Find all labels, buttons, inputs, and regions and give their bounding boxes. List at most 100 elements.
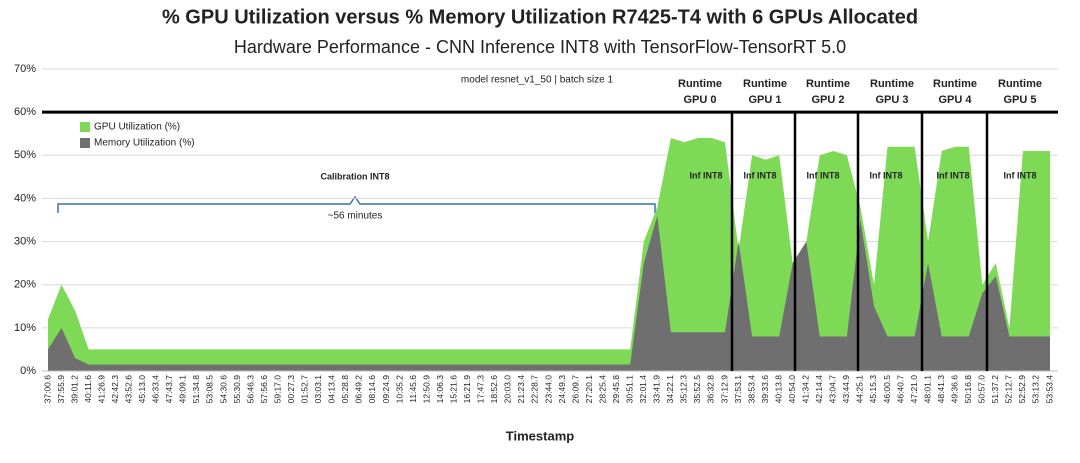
runtime-label: Runtime	[870, 78, 914, 90]
x-tick-label: 01:52.7	[300, 375, 310, 404]
runtime-label: Runtime	[998, 78, 1042, 90]
runtime-label: GPU 1	[748, 94, 781, 106]
inference-label: Inf INT8	[1004, 170, 1037, 180]
x-tick-label: 26:09.7	[570, 375, 580, 404]
x-tick-label: 24:49.3	[557, 375, 567, 404]
x-tick-label: 32:01.4	[638, 375, 648, 404]
x-tick-label: 11:45.6	[408, 375, 418, 403]
x-tick-label: 35:12.3	[679, 375, 689, 404]
x-tick-label: 42:14.4	[814, 375, 824, 404]
legend-swatch	[80, 138, 90, 148]
runtime-label: GPU 2	[811, 94, 844, 106]
x-tick-label: 10:35.2	[394, 375, 404, 404]
x-tick-label: 53:53.4	[1044, 375, 1054, 404]
x-tick-label: 39:33.6	[760, 375, 770, 404]
runtime-label: GPU 0	[683, 94, 716, 106]
x-tick-label: 45:13.0	[137, 375, 147, 404]
x-tick-label: 54:30.6	[218, 375, 228, 404]
y-tick-label: 0%	[20, 365, 36, 377]
runtime-label: GPU 5	[1003, 94, 1036, 106]
x-tick-label: 37:55.9	[56, 375, 66, 404]
x-tick-label: 36:32.8	[706, 375, 716, 404]
x-tick-label: 27:20.1	[584, 375, 594, 404]
x-tick-label: 12:50.9	[421, 375, 431, 404]
runtime-label: Runtime	[743, 78, 787, 90]
x-tick-label: 21:23.4	[516, 375, 526, 404]
chart-title: % GPU Utilization versus % Memory Utiliz…	[162, 6, 918, 28]
x-tick-label: 17:47.3	[476, 375, 486, 404]
x-tick-label: 23:44.0	[543, 375, 553, 404]
calibration-bracket	[57, 195, 656, 213]
x-tick-label: 20:03.0	[503, 375, 513, 404]
x-tick-label: 43:44.9	[841, 375, 851, 404]
x-tick-label: 37:00.6	[42, 375, 52, 404]
x-tick-label: 49:36.6	[949, 375, 959, 404]
x-tick-label: 18:52.6	[489, 375, 499, 404]
x-tick-label: 45:15.3	[868, 375, 878, 404]
x-tick-label: 09:24.9	[381, 375, 391, 404]
x-tick-label: 41:34.2	[801, 375, 811, 404]
x-tick-label: 50:57.0	[977, 375, 987, 404]
x-axis-label: Timestamp	[506, 428, 574, 443]
inference-label: Inf INT8	[870, 170, 903, 180]
model-note: model resnet_v1_50 | batch size 1	[461, 75, 614, 86]
x-tick-label: 49:09.1	[178, 375, 188, 404]
x-tick-label: 05:28.8	[340, 375, 350, 404]
x-tick-label: 35:52.5	[692, 375, 702, 404]
calibration-label: Calibration INT8	[320, 171, 389, 181]
x-tick-label: 46:40.7	[895, 375, 905, 404]
x-tick-label: 40:13.8	[773, 375, 783, 404]
runtime-label: Runtime	[806, 78, 850, 90]
y-tick-label: 70%	[14, 63, 36, 75]
chart-subtitle: Hardware Performance - CNN Inference INT…	[234, 37, 846, 57]
x-tick-label: 40:54.0	[787, 375, 797, 404]
legend-label: Memory Utilization (%)	[94, 138, 195, 149]
x-tick-label: 00:27.3	[286, 375, 296, 404]
x-tick-label: 53:08.5	[205, 375, 215, 404]
x-tick-label: 38:53.4	[746, 375, 756, 404]
legend-label: GPU Utilization (%)	[94, 122, 180, 133]
legend-swatch	[80, 122, 90, 132]
inference-label: Inf INT8	[807, 170, 840, 180]
x-tick-label: 15:21.6	[448, 375, 458, 404]
x-tick-label: 37:12.9	[719, 375, 729, 404]
x-tick-label: 33:41.9	[652, 375, 662, 404]
x-tick-label: 40:11.6	[83, 375, 93, 403]
x-tick-label: 44:25.1	[855, 375, 865, 404]
y-tick-label: 20%	[14, 279, 36, 291]
x-tick-label: 56:46.3	[245, 375, 255, 404]
x-tick-label: 48:01.1	[922, 375, 932, 404]
x-tick-label: 52:52.9	[1017, 375, 1027, 404]
x-tick-label: 14:06.3	[435, 375, 445, 404]
x-tick-label: 04:13.4	[327, 375, 337, 404]
x-tick-label: 03:03.1	[313, 375, 323, 404]
x-tick-label: 37:53.1	[733, 375, 743, 404]
x-tick-label: 51:37.2	[990, 375, 1000, 404]
y-tick-label: 50%	[14, 149, 36, 161]
x-tick-label: 53:13.2	[1031, 375, 1041, 404]
x-tick-label: 47:43.7	[164, 375, 174, 404]
inference-label: Inf INT8	[690, 170, 723, 180]
x-tick-label: 46:33.4	[151, 375, 161, 404]
x-tick-label: 48:41.3	[936, 375, 946, 404]
duration-label: ~56 minutes	[328, 211, 383, 222]
x-tick-label: 55:30.9	[232, 375, 242, 404]
x-tick-label: 16:21.9	[462, 375, 472, 404]
x-tick-label: 52:12.7	[1004, 375, 1014, 404]
x-tick-label: 08:14.6	[367, 375, 377, 404]
y-tick-label: 10%	[14, 322, 36, 334]
runtime-label: Runtime	[933, 78, 977, 90]
x-tick-label: 30:51.1	[624, 375, 634, 404]
area-series	[48, 215, 1050, 371]
x-tick-label: 29:45.8	[611, 375, 621, 404]
runtime-label: GPU 3	[875, 94, 908, 106]
x-tick-label: 39:01.2	[69, 375, 79, 404]
x-tick-label: 22:28.7	[530, 375, 540, 404]
y-tick-label: 40%	[14, 192, 36, 204]
x-tick-label: 28:25.4	[597, 375, 607, 404]
x-tick-label: 34:22.1	[665, 375, 675, 404]
x-tick-label: 43:52.6	[123, 375, 133, 404]
y-tick-label: 60%	[14, 106, 36, 118]
x-tick-label: 50:16.8	[963, 375, 973, 404]
